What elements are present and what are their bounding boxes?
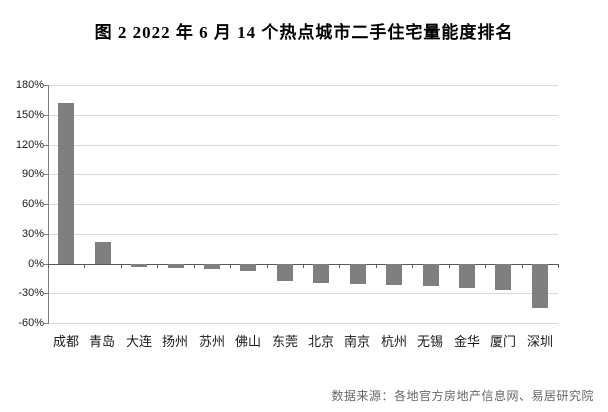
bar xyxy=(168,264,184,268)
gridline xyxy=(48,323,558,324)
y-axis-tick xyxy=(44,293,48,294)
gridline xyxy=(48,293,558,294)
bar xyxy=(459,264,475,288)
gridline xyxy=(48,174,558,175)
x-axis-label: 成都 xyxy=(52,334,79,349)
x-axis-label: 青岛 xyxy=(88,334,115,349)
category-tick xyxy=(376,264,377,268)
bar xyxy=(495,264,511,290)
bar xyxy=(313,264,329,283)
bar xyxy=(240,264,256,271)
y-tick-label: 180% xyxy=(15,79,44,91)
bar xyxy=(423,264,439,286)
chart-title: 图 2 2022 年 6 月 14 个热点城市二手住宅量能度排名 xyxy=(94,23,514,42)
category-tick xyxy=(194,264,195,268)
y-tick-label: 0% xyxy=(28,258,44,270)
x-axis-label: 东莞 xyxy=(271,334,298,349)
bar xyxy=(204,264,220,269)
bar xyxy=(277,264,293,281)
category-tick xyxy=(449,264,450,268)
x-axis-label: 杭州 xyxy=(380,334,407,349)
gridline xyxy=(48,204,558,205)
y-axis-tick xyxy=(44,174,48,175)
y-tick-label: -30% xyxy=(18,287,44,299)
category-tick xyxy=(121,264,122,268)
y-tick-label: 90% xyxy=(21,168,44,180)
bar xyxy=(58,103,74,264)
x-axis-label: 大连 xyxy=(125,334,152,349)
y-axis-tick xyxy=(44,204,48,205)
y-axis-tick xyxy=(44,323,48,324)
bar xyxy=(131,264,147,267)
x-axis-label: 苏州 xyxy=(198,334,225,349)
x-axis-label: 金华 xyxy=(453,334,480,349)
bar xyxy=(386,264,402,285)
category-tick xyxy=(485,264,486,268)
gridline xyxy=(48,234,558,235)
category-tick xyxy=(267,264,268,268)
category-tick xyxy=(522,264,523,268)
data-source-note: 数据来源：各地官方房地产信息网、易居研究院 xyxy=(331,389,594,403)
x-axis-label: 北京 xyxy=(307,334,334,349)
category-tick xyxy=(157,264,158,268)
x-axis-label: 深圳 xyxy=(526,334,553,349)
y-axis-tick xyxy=(44,85,48,86)
category-tick xyxy=(230,264,231,268)
x-axis-label: 无锡 xyxy=(416,334,443,349)
y-axis-tick xyxy=(44,234,48,235)
y-tick-label: 120% xyxy=(15,139,44,151)
y-tick-label: 30% xyxy=(21,228,44,240)
y-axis-tick xyxy=(44,145,48,146)
y-axis-line xyxy=(48,85,49,324)
bar xyxy=(350,264,366,284)
y-tick-label: 60% xyxy=(21,198,44,210)
gridline xyxy=(48,85,558,86)
gridline xyxy=(48,145,558,146)
y-axis-tick xyxy=(44,264,48,265)
y-axis-tick xyxy=(44,115,48,116)
category-tick xyxy=(84,264,85,268)
y-tick-label: 150% xyxy=(15,109,44,121)
y-tick-label: -60% xyxy=(18,317,44,329)
category-tick xyxy=(339,264,340,268)
bar xyxy=(532,264,548,308)
x-axis-label: 厦门 xyxy=(489,334,516,349)
x-axis-label: 南京 xyxy=(343,334,370,349)
bar xyxy=(95,242,111,264)
category-tick xyxy=(558,264,559,268)
x-axis-label: 佛山 xyxy=(234,334,261,349)
x-axis-label: 扬州 xyxy=(161,334,188,349)
category-tick xyxy=(48,264,49,268)
gridline xyxy=(48,115,558,116)
category-tick xyxy=(412,264,413,268)
category-tick xyxy=(303,264,304,268)
